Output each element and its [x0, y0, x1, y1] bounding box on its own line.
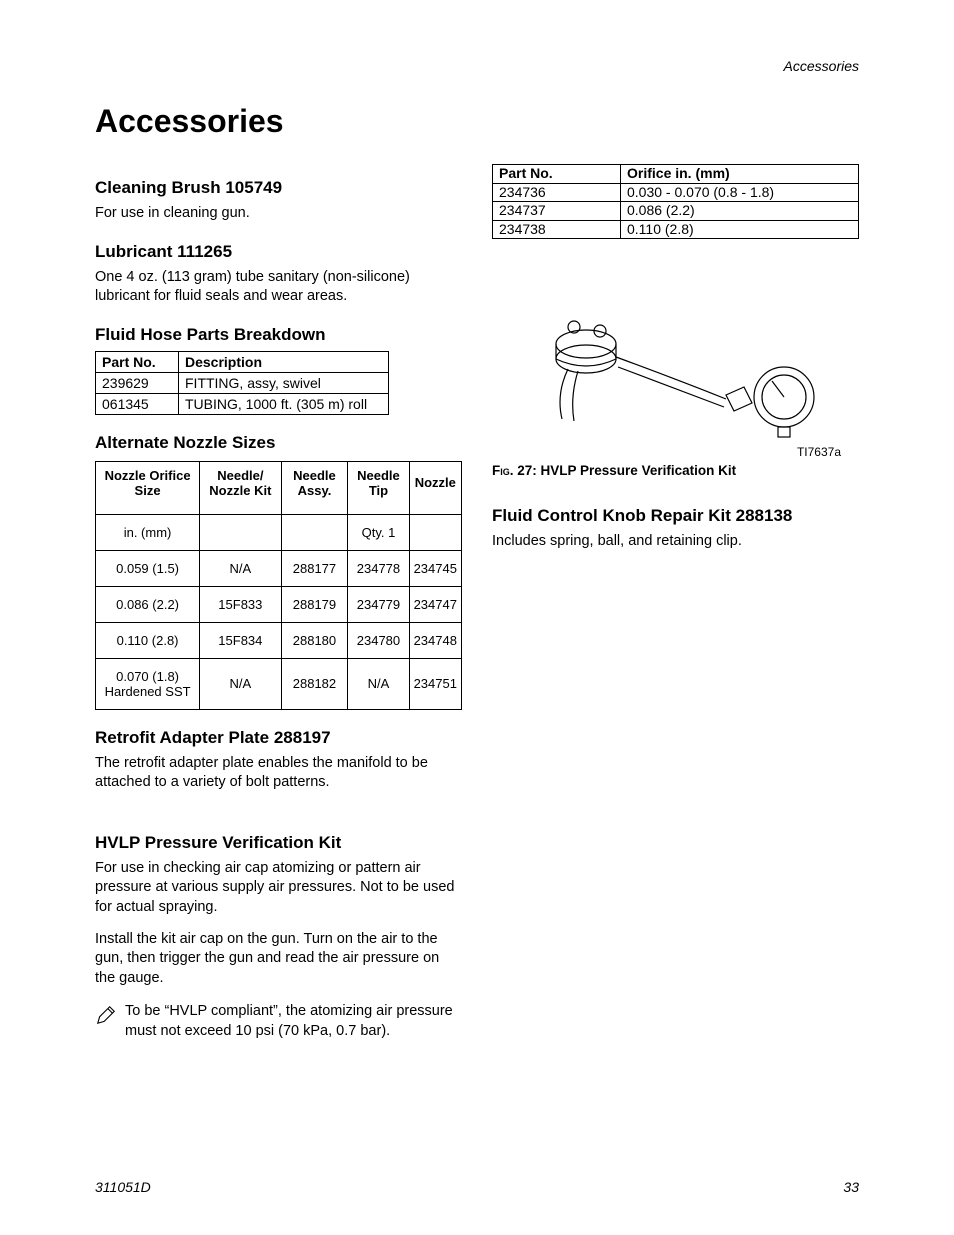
heading-fluid-hose: Fluid Hose Parts Breakdown: [95, 325, 462, 345]
td: [409, 514, 461, 550]
table-row: 0.059 (1.5) N/A 288177 234778 234745: [96, 550, 462, 586]
td: 0.030 - 0.070 (0.8 - 1.8): [621, 183, 859, 202]
td: 15F833: [200, 586, 281, 622]
td: 239629: [96, 372, 179, 393]
td: in. (mm): [96, 514, 200, 550]
td: 288179: [281, 586, 348, 622]
body-cleaning-brush: For use in cleaning gun.: [95, 204, 462, 224]
table-row: 0.110 (2.8) 15F834 288180 234780 234748: [96, 622, 462, 658]
heading-lubricant: Lubricant 111265: [95, 242, 462, 262]
td: 234779: [348, 586, 409, 622]
td: FITTING, assy, swivel: [179, 372, 389, 393]
heading-fluid-knob: Fluid Control Knob Repair Kit 288138: [492, 506, 859, 526]
figure-hvlp-kit: TI7637a Fig. 27: HVLP Pressure Verificat…: [492, 309, 859, 478]
body-hvlp-2: Install the kit air cap on the gun. Turn…: [95, 930, 462, 989]
figure-caption-text: HVLP Pressure Verification Kit: [541, 463, 737, 478]
td: 0.059 (1.5): [96, 550, 200, 586]
td: [200, 514, 281, 550]
figure-caption: Fig. 27: HVLP Pressure Verification Kit: [492, 463, 859, 478]
right-column: Part No. Orifice in. (mm) 234736 0.030 -…: [492, 160, 859, 1041]
table-row: Part No. Description: [96, 351, 389, 372]
heading-cleaning-brush: Cleaning Brush 105749: [95, 178, 462, 198]
td: 288180: [281, 622, 348, 658]
th: Needle/ Nozzle Kit: [200, 461, 281, 514]
running-head: Accessories: [784, 58, 859, 74]
td: N/A: [348, 658, 409, 709]
th: Needle Assy.: [281, 461, 348, 514]
table-row: 0.070 (1.8) Hardened SST N/A 288182 N/A …: [96, 658, 462, 709]
td: N/A: [200, 658, 281, 709]
td: 234780: [348, 622, 409, 658]
footer-page-no: 33: [843, 1179, 859, 1195]
table-row: 239629 FITTING, assy, swivel: [96, 372, 389, 393]
table-row: 061345 TUBING, 1000 ft. (305 m) roll: [96, 393, 389, 414]
td: Qty. 1: [348, 514, 409, 550]
td: 15F834: [200, 622, 281, 658]
body-fluid-knob: Includes spring, ball, and retaining cli…: [492, 532, 859, 552]
td: 234745: [409, 550, 461, 586]
body-lubricant: One 4 oz. (113 gram) tube sanitary (non-…: [95, 268, 462, 307]
td: 0.086 (2.2): [96, 586, 200, 622]
th-orifice: Orifice in. (mm): [621, 165, 859, 184]
table-row: Part No. Orifice in. (mm): [493, 165, 859, 184]
table-row: Nozzle Orifice Size Needle/ Nozzle Kit N…: [96, 461, 462, 514]
table-nozzle-sizes: Nozzle Orifice Size Needle/ Nozzle Kit N…: [95, 461, 462, 710]
table-row: 234737 0.086 (2.2): [493, 202, 859, 221]
heading-retrofit: Retrofit Adapter Plate 288197: [95, 728, 462, 748]
table-fluid-hose: Part No. Description 239629 FITTING, ass…: [95, 351, 389, 415]
figure-code: TI7637a: [492, 445, 859, 459]
td: N/A: [200, 550, 281, 586]
table-row: in. (mm) Qty. 1: [96, 514, 462, 550]
figure-caption-label: Fig. 27:: [492, 463, 541, 478]
td: 061345: [96, 393, 179, 414]
td: 234751: [409, 658, 461, 709]
body-retrofit: The retrofit adapter plate enables the m…: [95, 754, 462, 793]
table-row: 234738 0.110 (2.8): [493, 220, 859, 239]
table-row: 0.086 (2.2) 15F833 288179 234779 234747: [96, 586, 462, 622]
hvlp-kit-illustration: [526, 309, 826, 449]
page-title: Accessories: [95, 103, 859, 140]
td: 288177: [281, 550, 348, 586]
footer-doc-no: 311051D: [95, 1179, 151, 1195]
td: 234747: [409, 586, 461, 622]
td: 234738: [493, 220, 621, 239]
th-part-no: Part No.: [493, 165, 621, 184]
td: 234748: [409, 622, 461, 658]
table-orifice: Part No. Orifice in. (mm) 234736 0.030 -…: [492, 164, 859, 239]
body-hvlp-1: For use in checking air cap atomizing or…: [95, 859, 462, 918]
note-hvlp-compliant: To be “HVLP compliant”, the atomizing ai…: [95, 1002, 462, 1041]
th: Nozzle Orifice Size: [96, 461, 200, 514]
td: 0.110 (2.8): [96, 622, 200, 658]
table-row: 234736 0.030 - 0.070 (0.8 - 1.8): [493, 183, 859, 202]
td: 288182: [281, 658, 348, 709]
td: [281, 514, 348, 550]
page-footer: 311051D 33: [95, 1179, 859, 1195]
note-text: To be “HVLP compliant”, the atomizing ai…: [125, 1002, 462, 1041]
heading-hvlp-kit: HVLP Pressure Verification Kit: [95, 833, 462, 853]
pencil-icon: [95, 1004, 117, 1026]
td: 234736: [493, 183, 621, 202]
th-part-no: Part No.: [96, 351, 179, 372]
heading-nozzle-sizes: Alternate Nozzle Sizes: [95, 433, 462, 453]
td: 0.070 (1.8) Hardened SST: [96, 658, 200, 709]
th: Needle Tip: [348, 461, 409, 514]
td: 0.110 (2.8): [621, 220, 859, 239]
th: Nozzle: [409, 461, 461, 514]
td: 234778: [348, 550, 409, 586]
th-description: Description: [179, 351, 389, 372]
td: 234737: [493, 202, 621, 221]
td: TUBING, 1000 ft. (305 m) roll: [179, 393, 389, 414]
left-column: Cleaning Brush 105749 For use in cleanin…: [95, 160, 462, 1041]
td: 0.086 (2.2): [621, 202, 859, 221]
